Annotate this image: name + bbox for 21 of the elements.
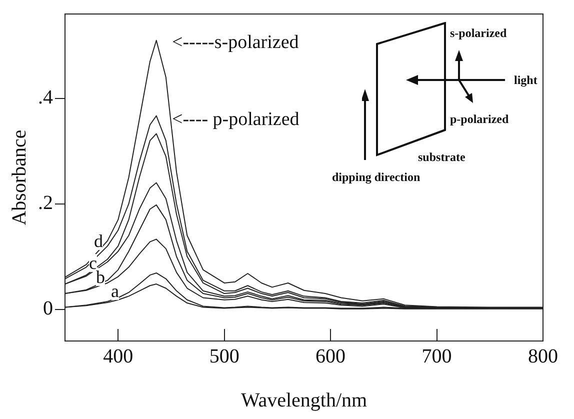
annotation: <-----s-polarized [172, 32, 299, 53]
y-tick-label: .2 [38, 192, 53, 214]
annotation: s-polarized [450, 26, 507, 41]
x-tick-label: 800 [528, 345, 558, 368]
x-tick-label: 400 [103, 345, 134, 368]
y-tick-label: 0 [43, 298, 53, 320]
annotation: light [514, 73, 538, 88]
annotation: dipping direction [332, 170, 420, 185]
y-axis-title: Absorbance [8, 130, 30, 226]
annotation: d [94, 231, 103, 251]
annotation: <---- p-polarized [172, 109, 300, 130]
annotation: a [111, 281, 119, 301]
x-tick-label: 700 [422, 345, 452, 368]
annotation: p-polarized [450, 112, 509, 127]
y-tick-label: .4 [38, 86, 53, 109]
x-axis-title: Wavelength/nm [240, 389, 368, 412]
annotation: substrate [418, 150, 466, 165]
x-tick-label: 600 [316, 345, 346, 368]
annotation: c [89, 253, 97, 273]
x-tick-label: 500 [209, 345, 240, 368]
annotation: b [96, 267, 105, 287]
